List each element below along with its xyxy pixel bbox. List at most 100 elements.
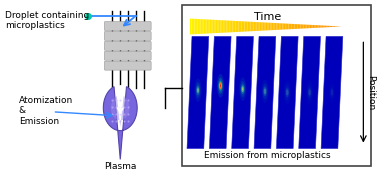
Polygon shape <box>196 19 198 34</box>
Ellipse shape <box>196 85 200 95</box>
Polygon shape <box>337 26 338 27</box>
Polygon shape <box>261 22 263 31</box>
Polygon shape <box>245 21 246 31</box>
Ellipse shape <box>262 83 268 99</box>
Polygon shape <box>305 25 307 28</box>
Polygon shape <box>229 21 231 32</box>
Polygon shape <box>266 23 267 30</box>
Polygon shape <box>204 19 205 34</box>
Polygon shape <box>232 36 253 149</box>
Polygon shape <box>254 36 276 149</box>
Ellipse shape <box>264 88 266 94</box>
Text: Emission from microplastics: Emission from microplastics <box>204 151 330 160</box>
Polygon shape <box>232 21 234 32</box>
Ellipse shape <box>241 84 245 94</box>
Polygon shape <box>231 21 232 32</box>
Polygon shape <box>205 19 207 34</box>
Text: Atomization
&
Emission: Atomization & Emission <box>19 96 73 126</box>
Ellipse shape <box>308 88 311 97</box>
Polygon shape <box>192 19 193 34</box>
Polygon shape <box>258 22 260 31</box>
Polygon shape <box>285 24 287 29</box>
Polygon shape <box>254 22 255 31</box>
Ellipse shape <box>197 89 198 92</box>
Polygon shape <box>239 21 240 32</box>
Polygon shape <box>287 24 288 29</box>
Polygon shape <box>270 23 272 30</box>
Polygon shape <box>235 21 237 32</box>
Polygon shape <box>329 26 331 27</box>
Ellipse shape <box>308 89 311 95</box>
Polygon shape <box>207 19 208 34</box>
Polygon shape <box>193 19 195 34</box>
Polygon shape <box>294 24 296 29</box>
Polygon shape <box>219 20 220 33</box>
Polygon shape <box>301 24 302 29</box>
Polygon shape <box>302 25 304 29</box>
Polygon shape <box>252 22 254 31</box>
Ellipse shape <box>239 77 246 101</box>
Polygon shape <box>334 26 335 27</box>
Ellipse shape <box>240 81 245 97</box>
Polygon shape <box>288 24 290 29</box>
Polygon shape <box>240 21 242 32</box>
Ellipse shape <box>242 86 244 92</box>
Polygon shape <box>313 25 314 28</box>
FancyBboxPatch shape <box>104 22 151 30</box>
Polygon shape <box>243 21 245 32</box>
Polygon shape <box>187 36 209 149</box>
Polygon shape <box>279 23 281 30</box>
Polygon shape <box>260 22 261 31</box>
Polygon shape <box>321 36 343 149</box>
Polygon shape <box>111 96 130 127</box>
Polygon shape <box>223 20 225 33</box>
Polygon shape <box>296 24 297 29</box>
Ellipse shape <box>220 82 222 89</box>
Polygon shape <box>290 24 291 29</box>
Polygon shape <box>304 25 305 29</box>
Polygon shape <box>325 26 326 27</box>
Polygon shape <box>273 23 275 30</box>
Polygon shape <box>276 23 278 30</box>
Polygon shape <box>320 25 322 28</box>
Ellipse shape <box>219 83 222 89</box>
Polygon shape <box>331 26 332 27</box>
Polygon shape <box>214 20 216 33</box>
Polygon shape <box>213 20 214 33</box>
FancyBboxPatch shape <box>104 41 151 50</box>
Polygon shape <box>307 25 308 28</box>
FancyBboxPatch shape <box>104 32 151 40</box>
Polygon shape <box>276 36 298 149</box>
Polygon shape <box>103 87 137 159</box>
Ellipse shape <box>218 78 223 94</box>
Polygon shape <box>275 23 276 30</box>
Polygon shape <box>338 26 340 27</box>
Polygon shape <box>226 20 228 33</box>
Ellipse shape <box>331 89 333 95</box>
Polygon shape <box>316 25 317 28</box>
Polygon shape <box>202 19 204 34</box>
Polygon shape <box>228 20 229 32</box>
Polygon shape <box>282 23 284 30</box>
Polygon shape <box>251 22 252 31</box>
Polygon shape <box>195 19 196 34</box>
Polygon shape <box>198 19 199 34</box>
Polygon shape <box>284 23 285 30</box>
Polygon shape <box>225 20 226 33</box>
Polygon shape <box>310 25 311 28</box>
Polygon shape <box>216 20 217 33</box>
Polygon shape <box>311 25 313 28</box>
Ellipse shape <box>195 78 201 102</box>
Polygon shape <box>297 24 299 29</box>
Polygon shape <box>314 25 316 28</box>
Ellipse shape <box>220 84 221 87</box>
Polygon shape <box>278 23 279 30</box>
Polygon shape <box>222 20 223 33</box>
Polygon shape <box>269 23 270 30</box>
Ellipse shape <box>285 88 289 97</box>
Polygon shape <box>299 24 301 29</box>
FancyBboxPatch shape <box>104 51 151 60</box>
Polygon shape <box>323 26 325 27</box>
Polygon shape <box>291 24 293 29</box>
Polygon shape <box>237 21 239 32</box>
